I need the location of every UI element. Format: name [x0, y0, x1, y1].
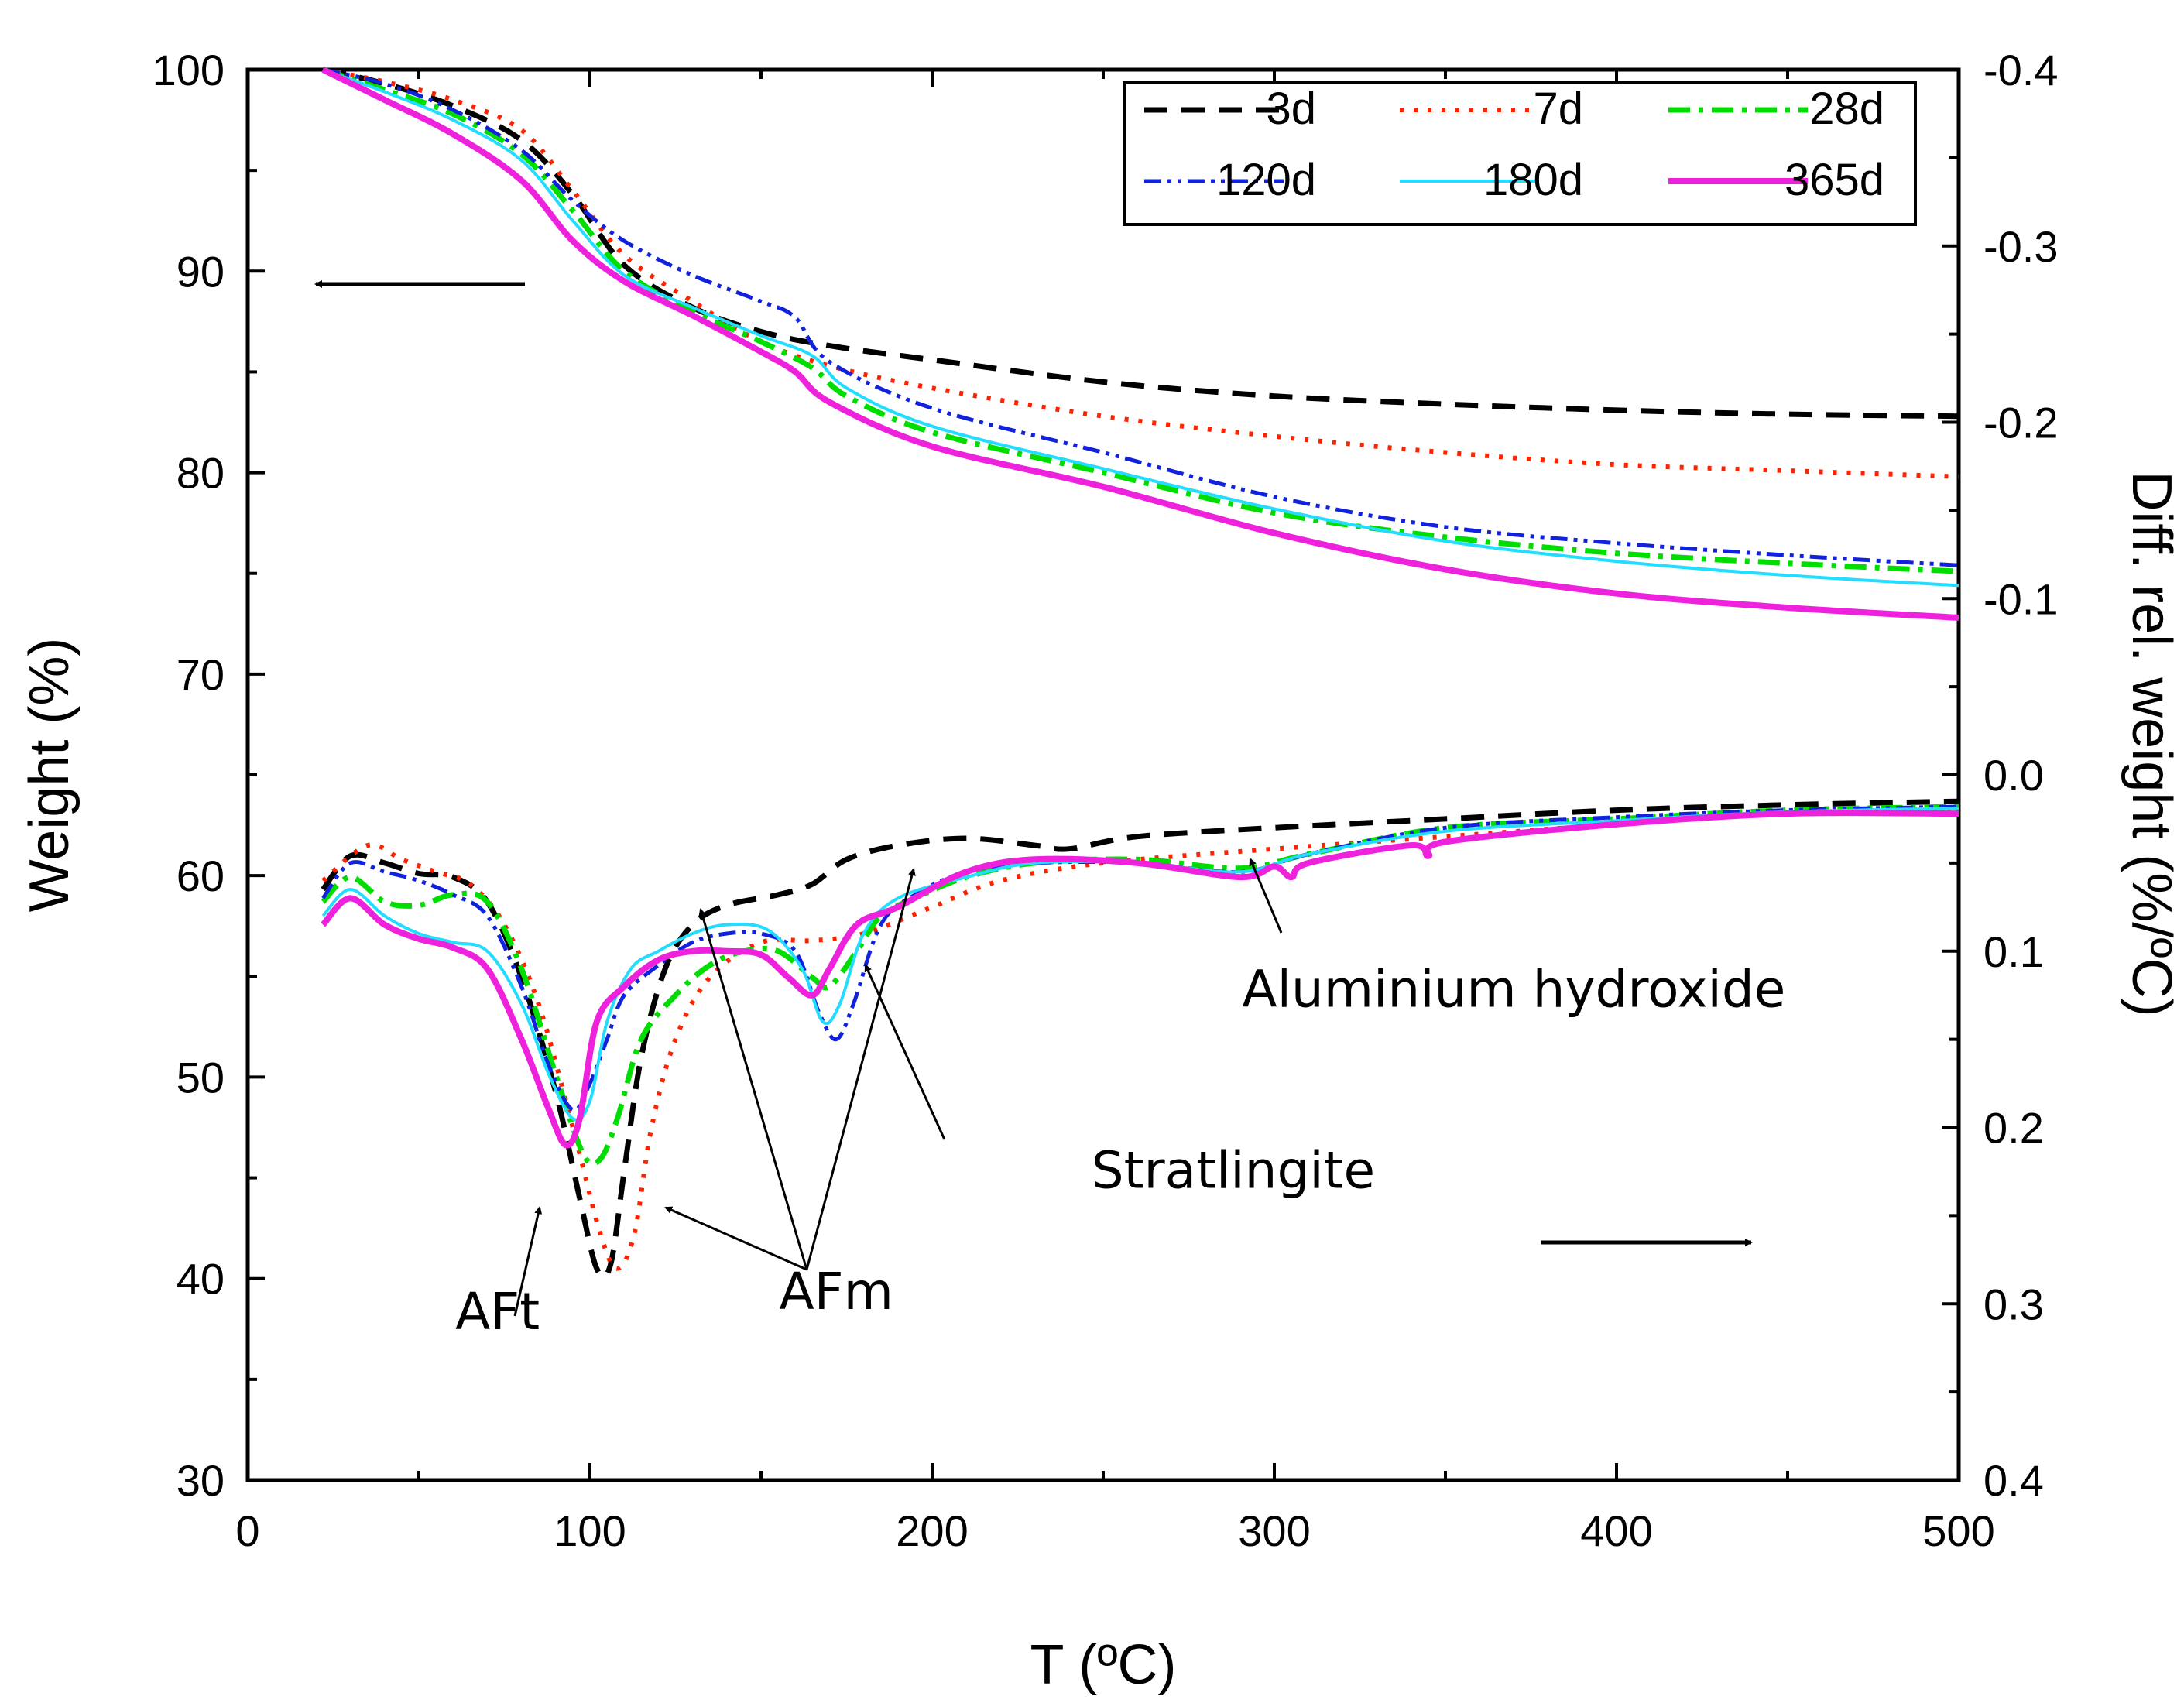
legend-label-365d: 365d — [1785, 155, 1884, 205]
y-right-tick-label: -0.4 — [1983, 46, 2059, 94]
series-7d — [321, 67, 1959, 1271]
x-tick-label: 0 — [235, 1506, 259, 1555]
y-right-tick-label: -0.3 — [1983, 222, 2059, 271]
y-left-tick-label: 60 — [177, 852, 225, 900]
annotation-label: Aluminium hydroxide — [1242, 959, 1785, 1019]
legend: 3d 7d 28d 120d 180d 365d — [1144, 84, 1884, 205]
annotation-label: Stratlingite — [1092, 1141, 1375, 1201]
annotation-label: AFm — [780, 1262, 893, 1321]
afm-pointer-1 — [664, 1206, 807, 1271]
legend-label-180d: 180d — [1483, 155, 1583, 205]
aluminium-hydroxide-pointer — [1249, 858, 1283, 934]
y-left-tick-label: 50 — [177, 1053, 225, 1102]
legend-label-120d: 120d — [1216, 155, 1316, 205]
weight-curve-3d — [322, 67, 1959, 420]
x-tick-label: 300 — [1238, 1506, 1310, 1555]
series-365d — [321, 67, 1959, 1149]
x-tick-labels: 0 100 200 300 400 500 — [235, 1506, 1994, 1555]
legend-box — [1123, 81, 1917, 226]
series-3d — [321, 67, 1959, 1280]
afm-pointer-3 — [805, 868, 916, 1270]
annotation-label: AFt — [455, 1282, 540, 1341]
y-left-tick-label: 40 — [177, 1255, 225, 1304]
y-right-axis-title: Diff. rel. weight (%/ºC) — [2121, 471, 2182, 1016]
dtg-curve-3d — [321, 798, 1959, 1280]
weight-curve-180d — [322, 68, 1959, 588]
y-left-axis-title: Weight (%) — [19, 638, 81, 913]
legend-item-7d: 7d — [1400, 84, 1583, 134]
y-left-tick-labels: 30 40 50 60 70 80 90 100 — [153, 46, 225, 1505]
plot-frame — [245, 67, 1961, 1482]
weight-curve-28d — [322, 67, 1959, 574]
dtg-curve-28d — [321, 804, 1959, 1167]
y-right-tick-label: 0.4 — [1983, 1456, 2044, 1505]
legend-item-3d: 3d — [1144, 84, 1316, 134]
annotations: AFt AFm Stratlingite Aluminium hydroxide — [455, 959, 1785, 1341]
x-tick-label: 400 — [1580, 1506, 1652, 1555]
y-right-tick-label: 0.1 — [1983, 927, 2044, 976]
dtg-curve-120d — [321, 804, 1959, 1112]
series-28d — [321, 67, 1959, 1167]
y-right-tick-label: 0.2 — [1983, 1104, 2044, 1153]
y-left-tick-label: 90 — [177, 247, 225, 296]
legend-label-7d: 7d — [1533, 84, 1583, 134]
weight-curve-365d — [321, 67, 1959, 621]
legend-label-28d: 28d — [1809, 84, 1884, 134]
dtg-curve-180d — [321, 807, 1959, 1122]
y-right-tick-label: -0.1 — [1983, 574, 2059, 623]
legend-item-120d: 120d — [1144, 155, 1316, 205]
afm-pointer-2 — [698, 908, 808, 1270]
y-right-tick-label: -0.2 — [1983, 399, 2059, 447]
stratlingite-pointer — [864, 964, 946, 1140]
x-tick-label: 200 — [896, 1506, 968, 1555]
y-left-tick-label: 100 — [153, 46, 225, 94]
series-layer — [321, 67, 1959, 1280]
y-left-tick-label: 80 — [177, 449, 225, 498]
annotation-arrows — [513, 858, 1283, 1317]
legend-item-365d: 365d — [1668, 155, 1884, 205]
dtg-curve-365d — [321, 810, 1959, 1149]
y-left-tick-label: 70 — [177, 650, 225, 699]
y-right-tick-label: 0.0 — [1983, 751, 2044, 800]
legend-item-180d: 180d — [1400, 155, 1583, 205]
axis-ticks — [246, 68, 1960, 1482]
legend-label-3d: 3d — [1266, 84, 1316, 134]
x-tick-label: 100 — [554, 1506, 626, 1555]
y-right-tick-label: 0.3 — [1983, 1280, 2044, 1328]
x-tick-label: 500 — [1922, 1506, 1994, 1555]
aft-pointer — [513, 1206, 543, 1317]
x-axis-title: T (ºC) — [1030, 1634, 1177, 1696]
series-180d — [321, 68, 1959, 1122]
y-right-tick-labels: 0.4 0.3 0.2 0.1 0.0 -0.1 -0.2 -0.3 -0.4 — [1983, 46, 2059, 1505]
legend-item-28d: 28d — [1668, 84, 1884, 134]
y-left-tick-label: 30 — [177, 1456, 225, 1505]
